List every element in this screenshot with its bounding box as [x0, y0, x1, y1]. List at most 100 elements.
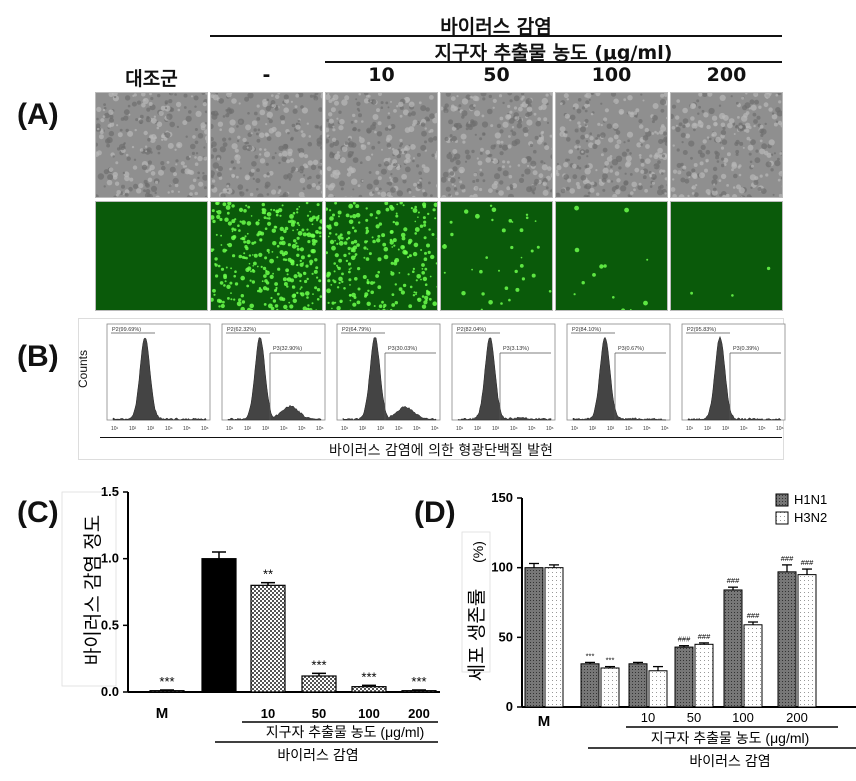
category-label: 10	[641, 710, 655, 725]
gate-p2-label: P2(84.10%)	[572, 327, 601, 333]
chart-d: 세포 생존률 (%) 0 50 100 150 *** ### ### ### *** ### ### #…	[461, 490, 856, 769]
significance-mark: ***	[159, 674, 174, 689]
histogram-xtick: 10¹	[111, 426, 119, 432]
bar	[628, 663, 648, 708]
histogram-frame	[566, 323, 671, 421]
histogram-frame	[451, 323, 556, 421]
fluorescence-image	[210, 201, 323, 311]
flow-histogram: P2(64.79%) P3(30.03%) 10¹ 10² 10³ 10⁴ 10⁵ 10⁶	[336, 323, 441, 432]
gate-p3-label: P3(0.39%)	[733, 346, 759, 352]
histogram-xtick: 10⁶	[776, 426, 784, 432]
significance-mark: ###	[678, 635, 691, 644]
histogram-xtick: 10¹	[226, 426, 234, 432]
histogram-xtick: 10⁶	[201, 426, 209, 432]
gate-p2-label: P2(64.79%)	[342, 327, 371, 333]
histogram-xtick: 10²	[474, 426, 482, 432]
bar	[544, 567, 564, 708]
phase-contrast-image	[325, 92, 438, 198]
panel-d-label: (D)	[414, 496, 456, 529]
col-label-50: 50	[483, 64, 510, 86]
significance-mark: ***	[311, 657, 326, 672]
col-label-virus: -	[262, 64, 271, 86]
y-axis-label: 세포 생존률	[466, 589, 488, 682]
legend-label: H3N2	[794, 510, 827, 525]
bar	[600, 667, 620, 708]
category-label: 50	[312, 706, 326, 721]
histogram-frame	[221, 323, 326, 421]
chart-c: 바이러스 감염 정도0.00.51.01.5*********** ***M 10 5…	[61, 484, 440, 763]
y-tick-label: 1.5	[101, 484, 119, 499]
phase-contrast-image	[670, 92, 783, 198]
ylabel-box	[461, 531, 491, 673]
flow-histogram: P2(62.32%) P3(32.90%) 10¹ 10² 10³ 10⁴ 10⁵ 10⁶	[221, 323, 326, 432]
phase-contrast-image	[95, 92, 208, 198]
gate-p2-label: P2(82.04%)	[457, 327, 486, 333]
histogram-xtick: 10²	[129, 426, 137, 432]
fluorescence-image	[555, 201, 668, 311]
x-label-concentration: 지구자 추출물 농도 (μg/ml)	[651, 730, 810, 746]
gate-p3-label: P3(30.03%)	[388, 346, 417, 352]
histogram-xtick: 10⁴	[740, 426, 748, 432]
category-label: 100	[732, 710, 754, 725]
category-label: M	[156, 705, 169, 722]
flow-histogram: P2(95.83%) P3(0.39%) 10¹ 10² 10³ 10⁴ 10⁵ 10⁶	[681, 323, 786, 432]
bar	[401, 690, 437, 693]
histogram-xtick: 10¹	[571, 426, 579, 432]
histogram-xtick: 10⁴	[280, 426, 288, 432]
histogram-xtick: 10⁶	[661, 426, 669, 432]
x-label-virus: 바이러스 감염	[277, 747, 358, 763]
phase-contrast-image	[210, 92, 323, 198]
significance-mark: **	[263, 567, 273, 582]
gate-p2-label: P2(62.32%)	[227, 327, 256, 333]
histogram-xtick: 10⁴	[510, 426, 518, 432]
legend-label: H1N1	[794, 492, 827, 507]
col-label-200: 200	[706, 64, 747, 86]
extract-conc-header: 지구자 추출물 농도 (μg/ml)	[434, 42, 673, 64]
histogram-area	[227, 337, 322, 421]
histogram-xtick: 10³	[607, 426, 615, 432]
legend-swatch	[775, 511, 789, 525]
histogram-xtick: 10⁵	[758, 426, 766, 432]
category-label: 200	[408, 706, 430, 721]
bar	[777, 571, 797, 708]
category-label: M	[538, 713, 551, 730]
significance-mark: ###	[801, 558, 814, 567]
panel-c-label: (C)	[17, 496, 59, 529]
phase-contrast-image	[555, 92, 668, 198]
flow-histogram: P2(99.69%) 10¹ 10² 10³ 10⁴ 10⁵ 10⁶	[106, 323, 211, 432]
category-label: 50	[687, 710, 701, 725]
y-tick-label: 100	[491, 560, 513, 575]
bar	[524, 567, 544, 708]
x-label-concentration: 지구자 추출물 농도 (μg/ml)	[266, 724, 425, 740]
histogram-xtick: 10⁵	[413, 426, 421, 432]
ylabel-box	[61, 491, 117, 687]
histogram-xtick: 10³	[492, 426, 500, 432]
y-tick-label: 1.0	[101, 551, 119, 566]
gate-p3-label: P3(3.13%)	[503, 346, 529, 352]
significance-mark: ***	[361, 669, 376, 684]
y-tick-label: 0.5	[101, 617, 119, 632]
significance-mark: ###	[747, 611, 760, 620]
histogram-xtick: 10⁵	[298, 426, 306, 432]
histogram-xtick: 10¹	[341, 426, 349, 432]
histogram-xtick: 10⁶	[431, 426, 439, 432]
histogram-xtick: 10²	[244, 426, 252, 432]
panel-a-label: (A)	[17, 98, 59, 131]
flow-histogram: P2(82.04%) P3(3.13%) 10¹ 10² 10³ 10⁴ 10⁵ 10⁶	[451, 323, 556, 432]
bar	[580, 663, 600, 708]
histogram-xtick: 10³	[147, 426, 155, 432]
category-label: 200	[786, 710, 808, 725]
histogram-xtick: 10³	[722, 426, 730, 432]
phase-contrast-image	[440, 92, 553, 198]
histogram-frame	[106, 323, 211, 421]
histogram-xtick: 10⁵	[643, 426, 651, 432]
y-axis-unit: (%)	[470, 541, 486, 563]
bar	[797, 574, 817, 708]
significance-mark: ###	[781, 554, 794, 563]
histogram-xtick: 10¹	[456, 426, 464, 432]
histogram-xtick: 10⁶	[316, 426, 324, 432]
histogram-area	[572, 336, 667, 421]
bar	[149, 690, 185, 693]
bar	[723, 589, 743, 708]
histogram-frame	[336, 323, 441, 421]
